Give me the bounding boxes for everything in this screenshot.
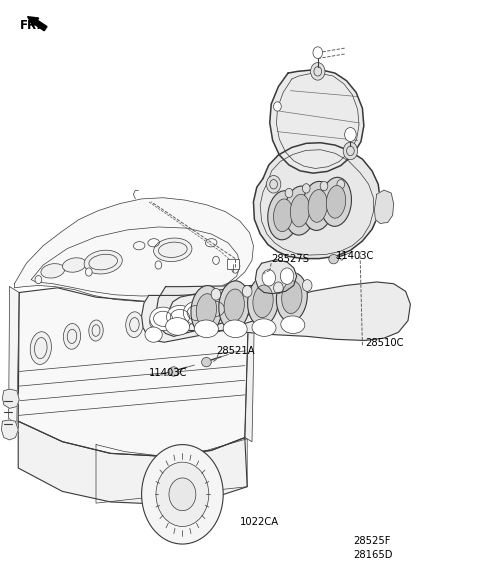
Text: 28165D: 28165D (353, 549, 392, 560)
Ellipse shape (252, 319, 276, 336)
Polygon shape (18, 281, 249, 456)
Ellipse shape (154, 238, 192, 261)
Ellipse shape (142, 445, 223, 544)
Ellipse shape (308, 190, 327, 222)
Ellipse shape (281, 316, 305, 333)
Ellipse shape (35, 276, 42, 284)
Ellipse shape (274, 282, 283, 294)
Polygon shape (14, 198, 253, 301)
Ellipse shape (211, 288, 221, 300)
Ellipse shape (85, 268, 92, 276)
Ellipse shape (213, 256, 219, 264)
Ellipse shape (345, 128, 356, 142)
Ellipse shape (248, 277, 278, 326)
Polygon shape (142, 290, 263, 342)
Ellipse shape (285, 186, 315, 235)
Ellipse shape (337, 180, 345, 189)
Ellipse shape (285, 188, 293, 198)
Ellipse shape (268, 191, 299, 240)
Ellipse shape (183, 301, 210, 325)
Ellipse shape (145, 327, 162, 342)
Ellipse shape (280, 268, 294, 284)
Ellipse shape (126, 312, 143, 338)
Ellipse shape (282, 281, 302, 314)
Text: 28525F: 28525F (353, 535, 390, 546)
Ellipse shape (62, 258, 86, 272)
Ellipse shape (262, 270, 276, 286)
Ellipse shape (219, 281, 250, 330)
Ellipse shape (167, 305, 193, 329)
Ellipse shape (302, 181, 333, 230)
Ellipse shape (30, 332, 51, 364)
Ellipse shape (196, 294, 216, 326)
Ellipse shape (329, 254, 338, 264)
Polygon shape (9, 287, 19, 424)
Ellipse shape (169, 367, 179, 376)
Text: 28521A: 28521A (216, 346, 254, 356)
Ellipse shape (202, 357, 211, 367)
Ellipse shape (41, 264, 65, 278)
Ellipse shape (89, 320, 103, 341)
Ellipse shape (204, 304, 218, 325)
Text: 11403C: 11403C (149, 367, 187, 378)
Text: 1022CA: 1022CA (240, 517, 279, 528)
Ellipse shape (232, 265, 239, 273)
Polygon shape (18, 421, 247, 504)
Polygon shape (245, 309, 254, 442)
Ellipse shape (311, 63, 325, 80)
Ellipse shape (156, 462, 209, 526)
Ellipse shape (266, 176, 281, 193)
Text: 28527S: 28527S (271, 253, 309, 264)
Ellipse shape (202, 297, 228, 321)
Ellipse shape (343, 142, 358, 160)
Ellipse shape (191, 285, 222, 335)
Polygon shape (156, 282, 410, 340)
Ellipse shape (194, 320, 218, 338)
Text: 28510C: 28510C (365, 338, 403, 349)
Ellipse shape (242, 285, 252, 297)
Ellipse shape (302, 184, 310, 193)
Ellipse shape (63, 324, 81, 349)
Ellipse shape (321, 177, 351, 226)
Ellipse shape (313, 47, 323, 59)
Polygon shape (255, 260, 297, 294)
Polygon shape (270, 70, 364, 173)
FancyArrow shape (28, 16, 47, 31)
Ellipse shape (326, 185, 346, 218)
Ellipse shape (223, 320, 247, 338)
Polygon shape (1, 420, 18, 440)
Ellipse shape (179, 306, 196, 332)
Text: 11403C: 11403C (336, 250, 374, 261)
Ellipse shape (150, 307, 177, 331)
Ellipse shape (155, 261, 162, 269)
Ellipse shape (224, 289, 244, 322)
Ellipse shape (146, 311, 161, 332)
Text: FR.: FR. (20, 19, 42, 32)
Ellipse shape (169, 478, 196, 511)
Ellipse shape (320, 181, 328, 191)
Ellipse shape (276, 273, 307, 322)
Polygon shape (253, 143, 380, 259)
Bar (227, 259, 239, 270)
Ellipse shape (253, 285, 273, 318)
Ellipse shape (302, 280, 312, 291)
Ellipse shape (274, 199, 293, 232)
Ellipse shape (274, 102, 281, 111)
Ellipse shape (84, 250, 122, 274)
Polygon shape (374, 190, 394, 223)
Ellipse shape (290, 194, 310, 227)
Polygon shape (2, 389, 19, 408)
Ellipse shape (166, 318, 190, 335)
